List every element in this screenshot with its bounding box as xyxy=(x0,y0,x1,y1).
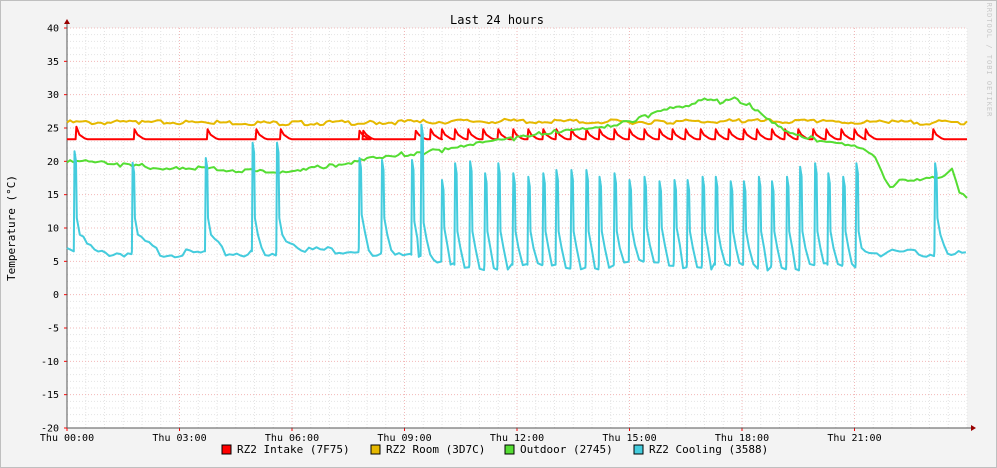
y-tick-label: 30 xyxy=(47,90,59,101)
y-tick-label: -20 xyxy=(41,424,59,435)
x-tick-label: Thu 12:00 xyxy=(490,433,544,444)
x-tick-label: Thu 00:00 xyxy=(40,433,94,444)
y-tick-label: 20 xyxy=(47,157,59,168)
x-axis-arrow xyxy=(971,425,976,431)
y-tick-label: 0 xyxy=(53,290,59,301)
legend-label: RZ2 Intake (7F75) xyxy=(237,443,350,456)
x-tick-label: Thu 09:00 xyxy=(377,433,431,444)
x-tick-label: Thu 18:00 xyxy=(715,433,769,444)
y-axis-arrow xyxy=(64,19,70,24)
watermark: RRDTOOL / TOBI OETIKER xyxy=(985,3,993,118)
x-tick-labels: Thu 00:00 Thu 03:00 Thu 06:00 Thu 09:00 Thu … xyxy=(40,433,882,444)
x-tick-label: Thu 06:00 xyxy=(265,433,319,444)
x-tick-label: Thu 21:00 xyxy=(827,433,881,444)
legend-swatch xyxy=(370,444,381,455)
legend: RZ2 Intake (7F75) RZ2 Room (3D7C) Outdoor … xyxy=(221,443,768,456)
series-line-2 xyxy=(66,96,968,199)
y-tick-label: 10 xyxy=(47,224,59,235)
x-tick-label: Thu 03:00 xyxy=(152,433,206,444)
y-tick-label: 5 xyxy=(53,257,59,268)
x-tick-label: Thu 15:00 xyxy=(602,433,656,444)
y-tick-label: 25 xyxy=(47,124,59,135)
legend-swatch xyxy=(504,444,515,455)
y-tick-label: -10 xyxy=(41,357,59,368)
y-tick-label: 40 xyxy=(47,24,59,35)
legend-label: RZ2 Room (3D7C) xyxy=(386,443,485,456)
y-tick-labels: 40 35 30 25 20 15 10 5 0 -5 -10 -15 -20 xyxy=(41,24,59,435)
legend-swatch xyxy=(221,444,232,455)
grid-lines xyxy=(66,27,968,429)
y-tick-label: -15 xyxy=(41,390,59,401)
series-line-3 xyxy=(66,123,967,272)
y-tick-label: 35 xyxy=(47,57,59,68)
series-lines xyxy=(66,96,968,272)
y-axis-label: Temperature (°C) xyxy=(5,175,18,281)
series-line-0 xyxy=(67,125,967,141)
legend-label: Outdoor (2745) xyxy=(520,443,613,456)
y-tick-label: -5 xyxy=(47,324,59,335)
series-line-1 xyxy=(66,117,968,127)
legend-swatch xyxy=(633,444,644,455)
y-tick-label: 15 xyxy=(47,190,59,201)
chart-title: Last 24 hours xyxy=(450,13,544,27)
axes xyxy=(64,19,976,431)
legend-label: RZ2 Cooling (3588) xyxy=(649,443,768,456)
